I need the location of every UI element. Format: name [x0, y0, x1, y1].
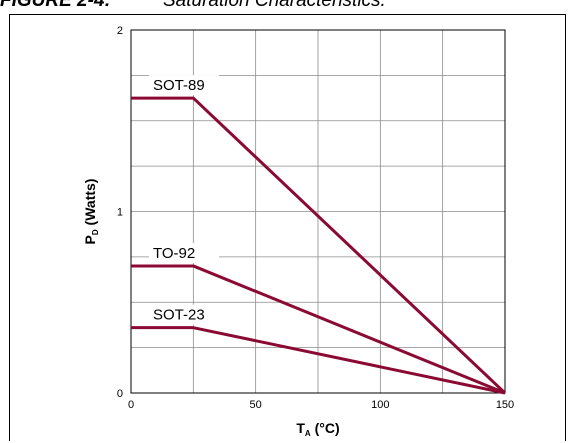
series-label: TO-92 [153, 245, 195, 262]
y-tick-label: 0 [117, 388, 123, 400]
axis-ticks: 0 50 100 150 0 1 2 [117, 25, 514, 411]
series-label: SOT-23 [153, 307, 205, 324]
series-line [131, 326, 506, 395]
series-line [131, 96, 507, 395]
chart-series: SOT-89 TO-92 SOT-23 [131, 75, 507, 395]
y-axis-title: PD (Watts) [82, 179, 100, 245]
series-label: SOT-89 [153, 77, 205, 94]
series-label-background [149, 304, 219, 325]
figure-frame [9, 14, 566, 441]
y-tick-label: 1 [117, 207, 123, 219]
x-tick-label: 0 [128, 399, 134, 411]
x-axis-title: TA (°C) [296, 420, 339, 438]
figure-number: FIGURE 2-4: [0, 0, 111, 11]
x-tick-label: 50 [250, 399, 262, 411]
series-label-background [149, 242, 219, 263]
figure-title: Saturation Characteristics. [163, 0, 386, 11]
series-label-background [149, 75, 219, 96]
x-tick-label: 100 [371, 399, 389, 411]
figure-caption: FIGURE 2-4: Saturation Characteristics. [0, 0, 578, 14]
x-tick-label: 150 [496, 399, 514, 411]
plot-area-border [130, 29, 506, 394]
y-tick-label: 2 [117, 25, 123, 37]
series-line [131, 264, 506, 395]
